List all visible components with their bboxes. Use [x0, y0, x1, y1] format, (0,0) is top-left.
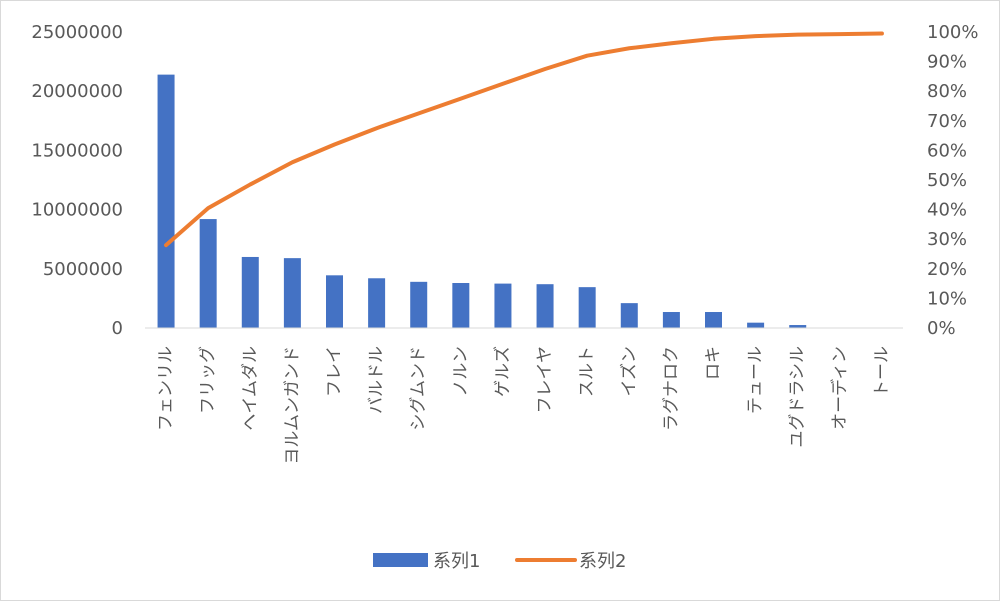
bar [326, 275, 343, 328]
right-axis-tick-label: 20% [927, 259, 967, 280]
right-axis-tick-label: 40% [927, 200, 967, 221]
left-axis-tick-label: 0 [112, 318, 123, 339]
category-labels: フェンリル フリッグ ヘイムダル ヨルムンガンド フレイ バルドル シグムンド ノルン ゲルズ フ… [156, 346, 892, 465]
bar [663, 312, 680, 328]
bar [621, 303, 638, 328]
category-label: ロキ [704, 346, 724, 380]
legend-label-series2: 系列2 [579, 551, 626, 572]
right-axis-tick-label: 80% [927, 81, 967, 102]
category-label: フレイ [325, 346, 345, 397]
left-axis-tick-label: 20000000 [31, 81, 123, 102]
right-axis-tick-label: 30% [927, 229, 967, 250]
bar [705, 312, 722, 328]
right-axis-tick-label: 50% [927, 170, 967, 191]
bar [200, 219, 217, 328]
left-axis-tick-label: 25000000 [31, 22, 123, 43]
category-label: シグムンド [409, 346, 429, 431]
right-axis-tick-label: 100% [927, 22, 978, 43]
bar [537, 284, 554, 328]
left-axis-labels: 0 5000000 10000000 15000000 20000000 25000000 [31, 22, 123, 339]
bar [747, 323, 764, 328]
bar [242, 257, 259, 328]
bar [494, 284, 511, 328]
bar [579, 287, 596, 328]
left-axis-tick-label: 10000000 [31, 200, 123, 221]
category-label: フレイヤ [535, 346, 555, 414]
category-label: ゲルズ [493, 346, 513, 397]
right-axis-tick-label: 90% [927, 52, 967, 73]
bar [284, 258, 301, 328]
category-label: オーディン [829, 346, 850, 430]
category-label: フリッグ [198, 346, 218, 414]
category-label: バルドル [367, 346, 387, 414]
bar [452, 283, 469, 328]
category-label: イズン [619, 346, 639, 397]
left-axis-tick-label: 5000000 [43, 259, 123, 280]
category-label: テュール [746, 346, 766, 414]
category-label: ユグドラシル [788, 346, 808, 448]
right-axis-tick-label: 10% [927, 288, 967, 309]
right-axis-labels: 0% 10% 20% 30% 40% 50% 60% 70% 80% 90% 100% [927, 22, 978, 339]
left-axis-tick-label: 15000000 [31, 140, 123, 161]
legend: 系列1 系列2 [373, 551, 626, 572]
category-label: トール [872, 346, 892, 397]
category-label: ヘイムダル [240, 346, 260, 431]
line-series [166, 33, 882, 245]
right-axis-tick-label: 60% [927, 140, 967, 161]
bar-series [158, 75, 807, 328]
bar [158, 75, 175, 328]
right-axis-tick-label: 70% [927, 111, 967, 132]
cumulative-line [166, 33, 882, 245]
legend-swatch-series1 [373, 553, 428, 567]
category-label: ヨルムンガンド [282, 346, 302, 465]
category-label: フェンリル [156, 346, 176, 431]
category-label: ラグナロク [661, 346, 681, 431]
bar [410, 282, 427, 328]
legend-label-series1: 系列1 [433, 551, 480, 572]
category-label: スルト [577, 346, 597, 397]
bar [368, 278, 385, 328]
category-label: ノルン [451, 346, 471, 397]
right-axis-tick-label: 0% [927, 318, 956, 339]
